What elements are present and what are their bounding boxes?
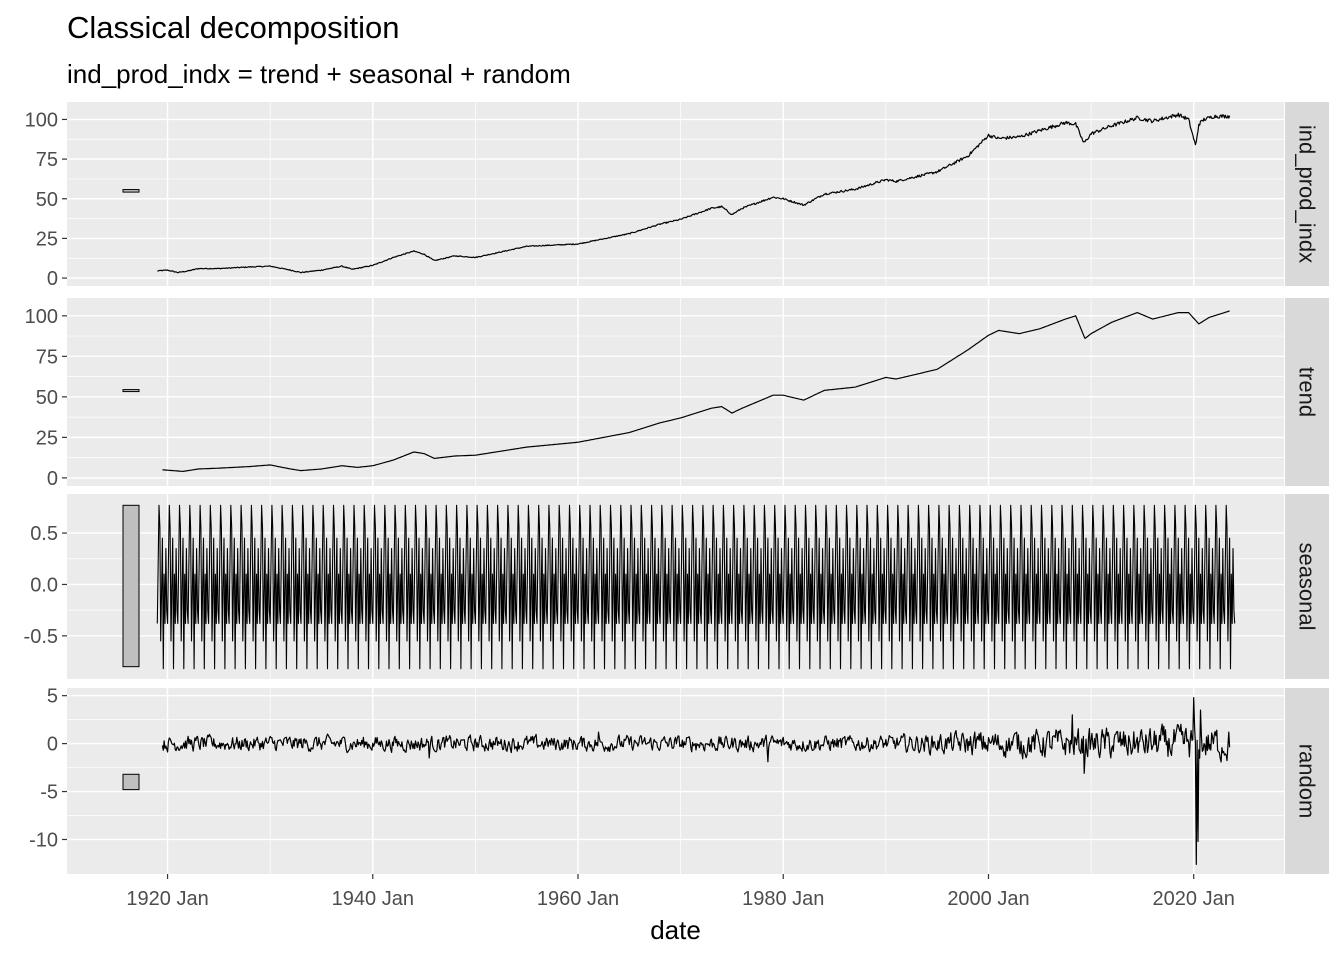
panel-background xyxy=(67,688,1284,874)
scale-bar-ind_prod_indx xyxy=(122,189,140,193)
y-tick-label: 25 xyxy=(36,228,58,250)
x-tick-label: 1960 Jan xyxy=(537,888,619,910)
y-tick-label: 0.0 xyxy=(30,574,58,596)
y-tick-label: -10 xyxy=(29,829,58,851)
y-tick-label: 0 xyxy=(47,734,58,756)
y-tick-label: -0.5 xyxy=(24,626,58,648)
y-tick-label: 50 xyxy=(36,387,58,409)
series-line-random xyxy=(161,697,1231,865)
series-line-ind_prod_indx xyxy=(157,112,1231,274)
strip-background xyxy=(1285,688,1329,874)
x-tick-label: 2020 Jan xyxy=(1153,888,1235,910)
strip-label-ind_prod_indx: ind_prod_indx xyxy=(1295,125,1320,263)
x-tick-label: 2000 Jan xyxy=(947,888,1029,910)
y-tick-label: 25 xyxy=(36,427,58,449)
strip-label-trend: trend xyxy=(1295,367,1320,417)
chart-title: Classical decomposition xyxy=(67,10,400,45)
x-tick-label: 1940 Jan xyxy=(332,888,414,910)
x-axis-title: date xyxy=(650,915,701,945)
y-tick-label: 100 xyxy=(25,306,58,328)
strip-background xyxy=(1285,102,1329,286)
scale-bar-seasonal xyxy=(122,504,140,668)
series-line-trend xyxy=(162,310,1230,472)
y-tick-label: 0 xyxy=(47,468,58,490)
strip-label-seasonal: seasonal xyxy=(1295,542,1320,630)
scale-bar-random xyxy=(122,773,140,791)
strip-background xyxy=(1285,298,1329,486)
y-tick-label: 0.5 xyxy=(30,523,58,545)
strip-background xyxy=(1285,494,1329,679)
y-tick-label: -5 xyxy=(40,782,58,804)
scale-bar-trend xyxy=(122,389,140,393)
y-tick-label: 5 xyxy=(47,686,58,708)
y-tick-label: 75 xyxy=(36,346,58,368)
x-tick-label: 1920 Jan xyxy=(126,888,208,910)
y-tick-label: 100 xyxy=(25,109,58,131)
series-line-seasonal xyxy=(156,504,1236,670)
x-tick-label: 1980 Jan xyxy=(742,888,824,910)
strip-label-random: random xyxy=(1295,744,1320,819)
chart-subtitle: ind_prod_indx = trend + seasonal + rando… xyxy=(67,59,571,89)
y-tick-label: 75 xyxy=(36,149,58,171)
y-tick-label: 50 xyxy=(36,189,58,211)
y-tick-label: 0 xyxy=(47,268,58,290)
